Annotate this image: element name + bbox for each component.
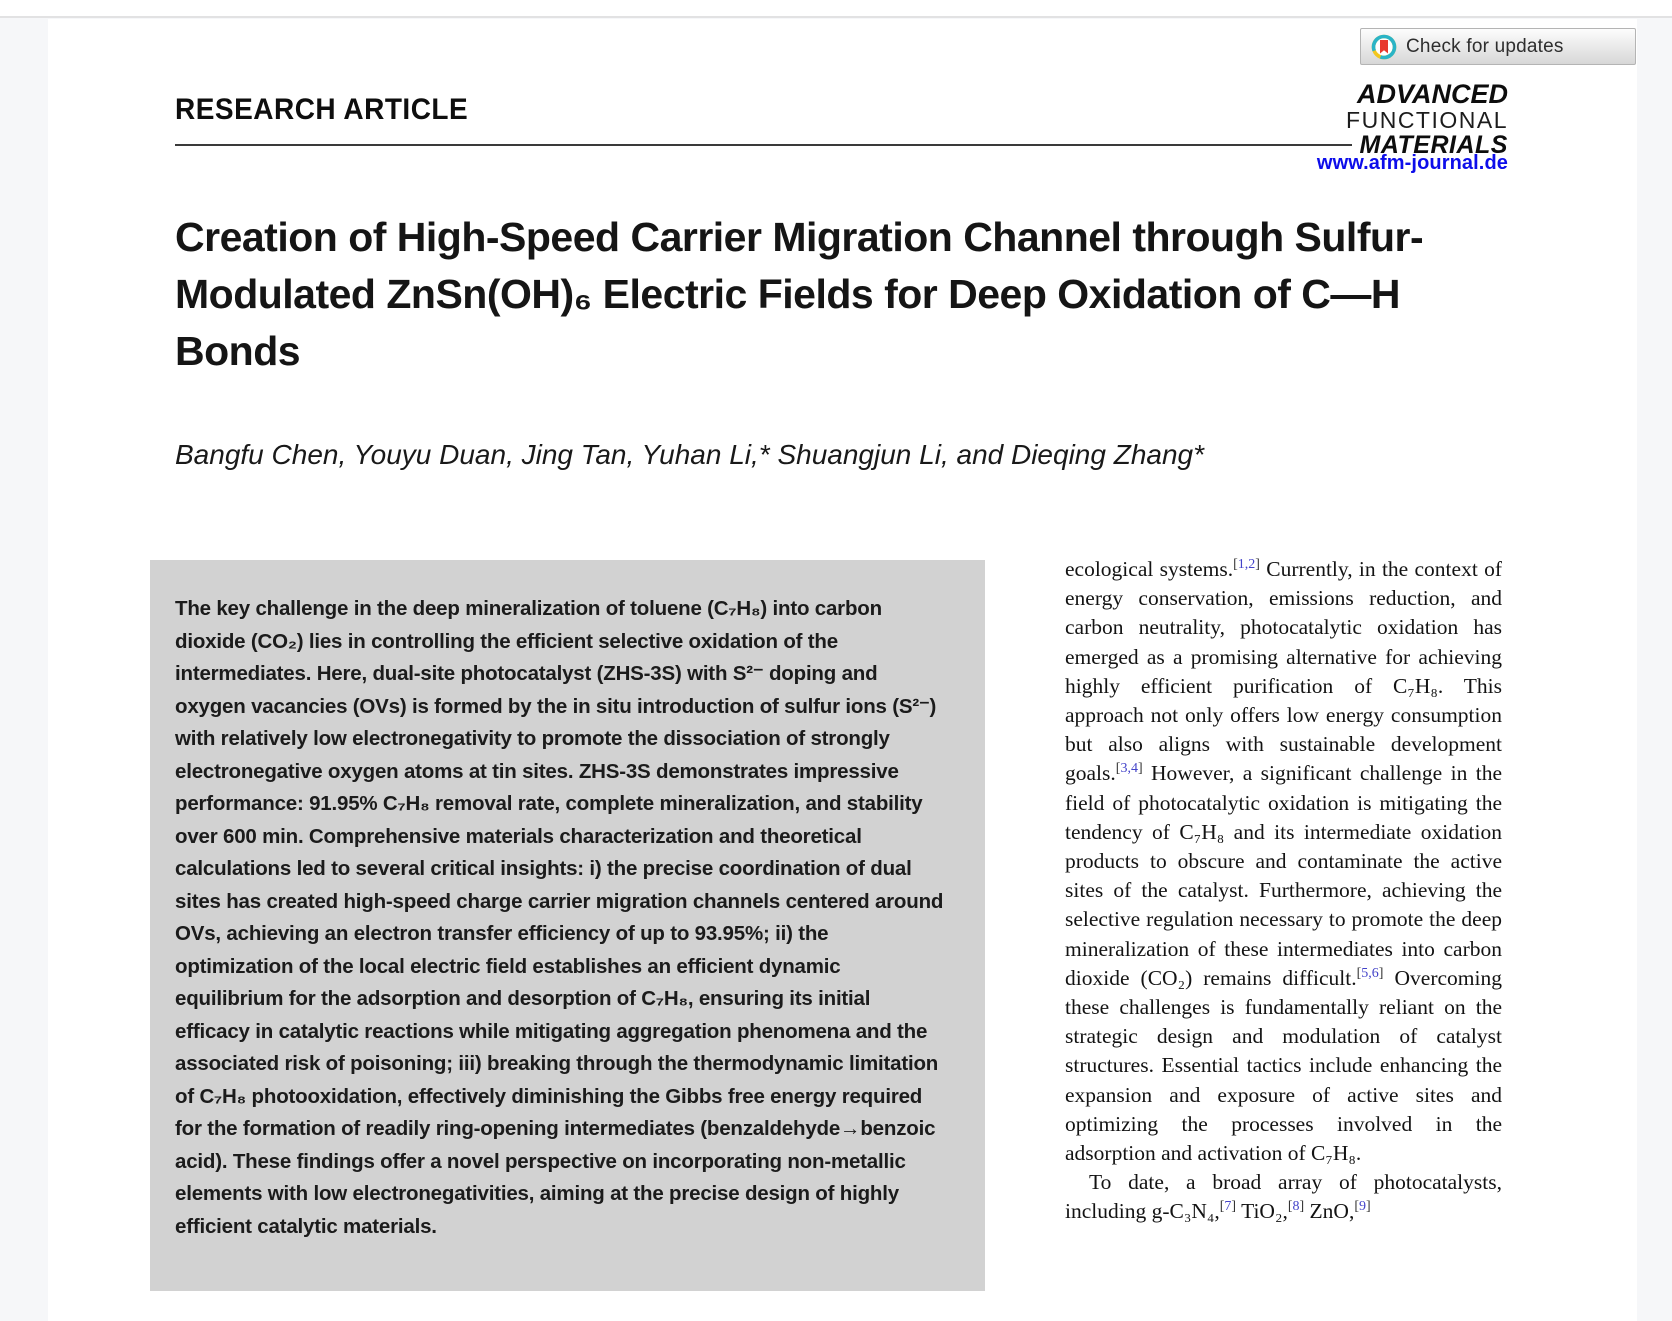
intro-paragraph: To date, a broad array of photocatalysts… xyxy=(1065,1170,1502,1224)
citation-ref[interactable]: [5,6] xyxy=(1356,965,1384,981)
check-for-updates-label: Check for updates xyxy=(1406,35,1564,57)
introduction-column: ecological systems.[1,2] Currently, in t… xyxy=(1065,555,1502,1321)
journal-logo: ADVANCED FUNCTIONAL MATERIALS xyxy=(1346,81,1508,158)
intro-paragraph: ecological systems.[1,2] Currently, in t… xyxy=(1065,557,1502,1166)
journal-logo-line-materials: MATERIALS xyxy=(1359,131,1508,159)
citation-ref[interactable]: [8] xyxy=(1287,1199,1305,1215)
article-page: Check for updates RESEARCH ARTICLE ADVAN… xyxy=(48,19,1637,1321)
journal-logo-line-advanced: ADVANCED xyxy=(1356,79,1508,109)
article-authors: Bangfu Chen, Youyu Duan, Jing Tan, Yuhan… xyxy=(175,439,1205,470)
check-for-updates-button[interactable]: Check for updates xyxy=(1360,28,1636,65)
article-title: Creation of High-Speed Carrier Migration… xyxy=(175,214,1424,374)
abstract-text: The key challenge in the deep mineraliza… xyxy=(175,597,944,1238)
citation-ref[interactable]: [3,4] xyxy=(1115,761,1143,777)
top-divider-strip xyxy=(0,0,1672,18)
citation-ref[interactable]: [7] xyxy=(1219,1199,1237,1215)
crossmark-icon xyxy=(1371,34,1397,59)
citation-ref[interactable]: [1,2] xyxy=(1233,557,1260,572)
journal-url-link[interactable]: www.afm-journal.de xyxy=(1316,152,1508,174)
journal-logo-line-functional: FUNCTIONAL xyxy=(1346,107,1508,133)
abstract-box: The key challenge in the deep mineraliza… xyxy=(150,560,985,1291)
header-rule xyxy=(175,144,1352,146)
citation-ref[interactable]: [9] xyxy=(1354,1199,1371,1215)
article-type-label: RESEARCH ARTICLE xyxy=(175,93,469,126)
